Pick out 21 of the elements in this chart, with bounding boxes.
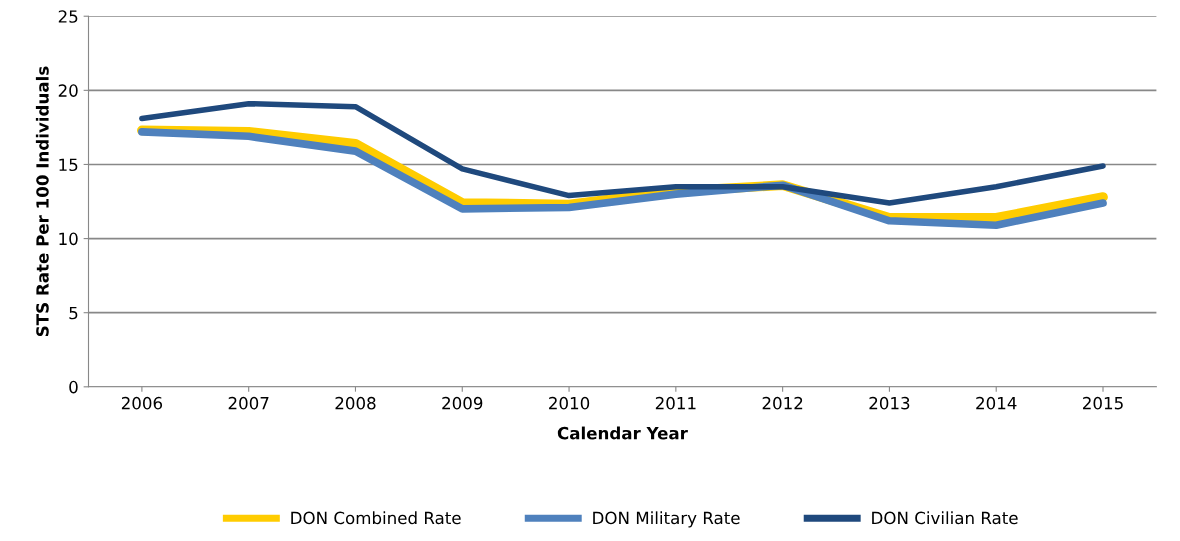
legend-label: DON Civilian Rate: [872, 511, 1018, 525]
x-tick-label: 2013: [869, 396, 910, 410]
x-tick-label: 2014: [976, 396, 1017, 410]
x-tick-label: 2010: [549, 396, 590, 410]
x-tick-label: 2012: [762, 396, 803, 410]
x-tick-label: 2015: [1083, 396, 1123, 410]
x-axis-title: Calendar Year: [557, 426, 688, 440]
y-tick-label: 10: [59, 232, 78, 246]
legend-label: DON Combined Rate: [291, 511, 461, 525]
y-tick-label: 25: [58, 10, 78, 23]
y-axis-title: STS Rate Per 100 Individuals: [35, 66, 49, 337]
y-tick-label: 0: [69, 380, 78, 394]
legend-label: DON Military Rate: [593, 511, 740, 528]
x-tick-label: 2007: [228, 396, 269, 410]
x-tick-label: 2009: [442, 396, 483, 410]
y-tick-label: 5: [69, 306, 78, 320]
x-tick-label: 2006: [121, 396, 163, 410]
y-tick-label: 20: [58, 84, 78, 97]
x-tick-label: 2008: [335, 396, 376, 410]
y-tick-label: 15: [59, 158, 78, 172]
x-tick-label: 2011: [655, 396, 696, 410]
